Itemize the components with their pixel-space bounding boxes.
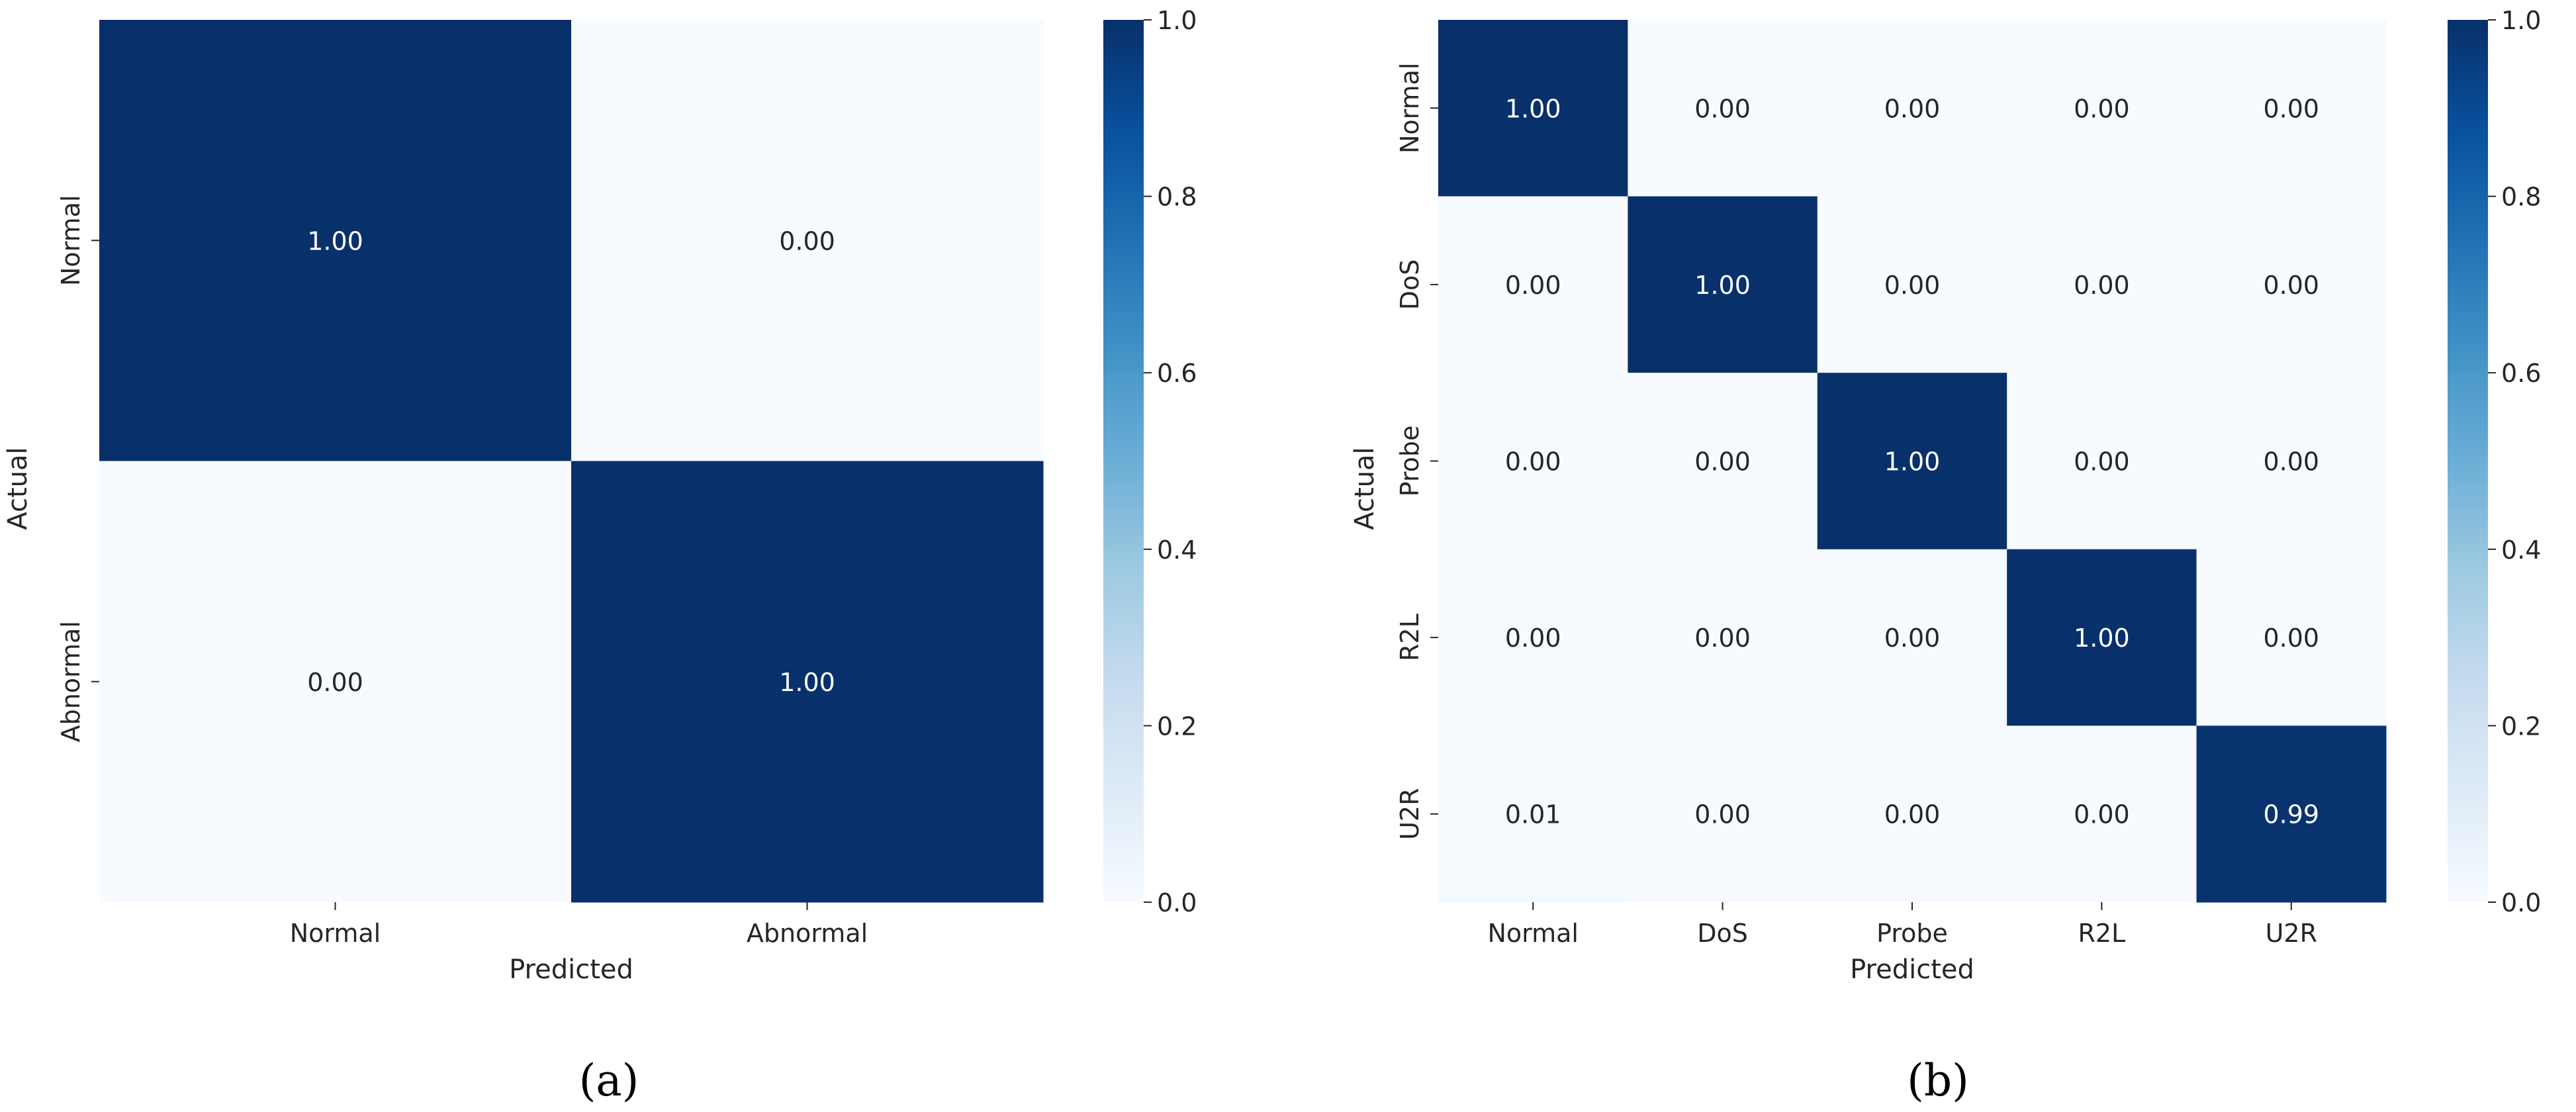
panel-b-colorbar-tick-label: 1.0: [2501, 6, 2541, 35]
panel-b-cell-value-r2l-r2l: 1.00: [2074, 624, 2130, 653]
panel-b-y-tick-label-r2l: R2L: [1395, 614, 1424, 661]
panel-b-cell-value-normal-probe: 0.00: [1884, 94, 1941, 123]
panel-b-colorbar-tick-label: 0.6: [2501, 359, 2541, 388]
panel-b-cell-value-probe-probe: 1.00: [1884, 447, 1941, 477]
panel-a-cell-normal-normal: [99, 20, 572, 461]
panel-a-colorbar-tick-label: 0.4: [1157, 535, 1197, 565]
panel-b-cell-probe-u2r: [2196, 373, 2387, 550]
panel-b-cell-dos-probe: [1817, 196, 2007, 373]
panel-b-cell-value-probe-u2r: 0.00: [2263, 447, 2319, 477]
panel-a-caption: (a): [579, 1055, 639, 1106]
panel-b-x-axis-label: Predicted: [1850, 954, 1974, 985]
panel-b-y-tick-label-normal: Normal: [1395, 63, 1424, 154]
panel-a-confusion-matrix: 1.00 0.00 0.00 1.00 Normal Abnormal Normal Abno…: [3, 6, 1197, 985]
panel-b-cell-value-normal-u2r: 0.00: [2263, 94, 2319, 123]
panel-a-colorbar: [1103, 20, 1144, 902]
panel-b-y-tick-label-u2r: U2R: [1395, 788, 1424, 839]
panel-b-cell-u2r-probe: [1817, 725, 2007, 903]
panel-b-cell-value-dos-normal: 0.00: [1505, 271, 1561, 300]
panel-a-x-tick-label-normal: Normal: [290, 919, 381, 948]
panel-b-cell-u2r-r2l: [2007, 725, 2197, 903]
panel-b-x-tick-label-dos: DoS: [1697, 919, 1748, 948]
panel-a-colorbar-tick-label: 1.0: [1157, 6, 1197, 35]
panel-b-colorbar-tick-label: 0.2: [2501, 712, 2541, 741]
panel-b-cell-value-r2l-u2r: 0.00: [2263, 624, 2319, 653]
panel-b-cell-probe-probe: [1817, 373, 2007, 550]
panel-b-cell-value-r2l-dos: 0.00: [1694, 624, 1751, 653]
panel-b-cell-value-dos-probe: 0.00: [1884, 271, 1941, 300]
panel-b-cell-value-normal-dos: 0.00: [1694, 94, 1751, 123]
panel-a-cell-value-normal-abnormal: 0.00: [779, 226, 835, 255]
panel-b-colorbar-tick-label: 0.8: [2501, 183, 2541, 212]
panel-b-colorbar: [2448, 20, 2488, 902]
panel-a-colorbar-tick-label: 0.8: [1157, 183, 1197, 212]
panel-b-cell-value-probe-r2l: 0.00: [2074, 447, 2130, 477]
panel-b-cell-r2l-u2r: [2196, 549, 2387, 726]
panel-b-cell-value-u2r-normal: 0.01: [1505, 800, 1561, 829]
panel-b-cell-dos-u2r: [2196, 196, 2387, 373]
panel-a-colorbar-tick-label: 0.0: [1157, 888, 1197, 917]
panel-b-cell-value-u2r-dos: 0.00: [1694, 800, 1751, 829]
panel-b-cell-value-r2l-probe: 0.00: [1884, 624, 1941, 653]
panel-a-cell-normal-abnormal: [571, 20, 1044, 461]
panel-b-cell-r2l-normal: [1438, 549, 1628, 726]
panel-b-caption: (b): [1907, 1055, 1969, 1106]
panel-b-cell-dos-r2l: [2007, 196, 2197, 373]
panel-b-x-tick-label-normal: Normal: [1487, 919, 1579, 948]
panel-a-y-axis-label: Actual: [3, 447, 33, 530]
panel-b-cell-value-u2r-r2l: 0.00: [2074, 800, 2130, 829]
panel-b-cell-normal-u2r: [2196, 20, 2387, 197]
panel-a-cell-value-abnormal-abnormal: 1.00: [779, 668, 835, 697]
panel-b-cell-value-normal-normal: 1.00: [1505, 94, 1561, 123]
panel-b-cell-value-dos-dos: 1.00: [1694, 271, 1751, 300]
panel-a-cell-abnormal-normal: [99, 461, 572, 903]
panel-b-cell-value-normal-r2l: 0.00: [2074, 94, 2130, 123]
panel-b-cell-u2r-dos: [1628, 725, 1818, 903]
panel-b-cell-value-dos-u2r: 0.00: [2263, 271, 2319, 300]
panel-b-cell-normal-dos: [1628, 20, 1818, 197]
panel-b-cell-r2l-dos: [1628, 549, 1818, 726]
panel-b-cell-u2r-u2r: [2196, 725, 2387, 903]
panel-b-cell-probe-dos: [1628, 373, 1818, 550]
panel-b-cell-probe-normal: [1438, 373, 1628, 550]
panel-b-cell-u2r-normal: [1438, 725, 1628, 903]
panel-b-cell-normal-normal: [1438, 20, 1628, 197]
panel-b-y-axis-label: Actual: [1350, 447, 1380, 530]
panel-a-y-tick-label-abnormal: Abnormal: [56, 621, 85, 742]
panel-b-cell-dos-dos: [1628, 196, 1818, 373]
panel-b-cell-r2l-r2l: [2007, 549, 2197, 726]
panel-b-y-tick-label-dos: DoS: [1395, 259, 1424, 310]
panel-b-y-tick-label-probe: Probe: [1395, 426, 1424, 497]
panel-b-x-tick-label-probe: Probe: [1876, 919, 1948, 948]
panel-a-cell-abnormal-abnormal: [571, 461, 1044, 903]
panel-b-cell-probe-r2l: [2007, 373, 2197, 550]
panel-b-confusion-matrix: 1.00 0.00 0.00 0.00 0.000.00 1.00 0.00 0.00 0.00…: [1350, 6, 2541, 985]
panel-b-cell-normal-probe: [1817, 20, 2007, 197]
panel-a-colorbar-tick-label: 0.6: [1157, 359, 1197, 388]
panel-b-cell-value-r2l-normal: 0.00: [1505, 624, 1561, 653]
panel-b-cell-r2l-probe: [1817, 549, 2007, 726]
panel-a-y-tick-label-normal: Normal: [56, 195, 85, 287]
panel-b-x-tick-label-r2l: R2L: [2078, 919, 2126, 948]
panel-b-cell-value-probe-dos: 0.00: [1694, 447, 1751, 477]
panel-b-cell-value-u2r-u2r: 0.99: [2263, 800, 2319, 829]
panel-a-colorbar-tick-label: 0.2: [1157, 712, 1197, 741]
panel-b-cell-value-dos-r2l: 0.00: [2074, 271, 2130, 300]
panel-b-cell-value-probe-normal: 0.00: [1505, 447, 1561, 477]
panel-a-cell-value-abnormal-normal: 0.00: [307, 668, 363, 697]
panel-b-x-tick-label-u2r: U2R: [2266, 919, 2317, 948]
panel-b-cell-dos-normal: [1438, 196, 1628, 373]
panel-a-x-axis-label: Predicted: [509, 954, 633, 985]
panel-b-colorbar-tick-label: 0.4: [2501, 535, 2541, 565]
panel-a-x-tick-label-abnormal: Abnormal: [747, 919, 868, 948]
panel-a-cell-value-normal-normal: 1.00: [307, 226, 363, 255]
panel-b-cell-value-u2r-probe: 0.00: [1884, 800, 1941, 829]
panel-b-colorbar-tick-label: 0.0: [2501, 888, 2541, 917]
panel-b-cell-normal-r2l: [2007, 20, 2197, 197]
